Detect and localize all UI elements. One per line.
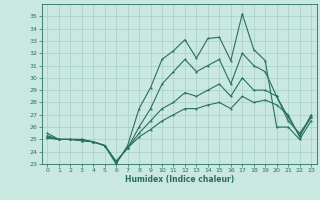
X-axis label: Humidex (Indice chaleur): Humidex (Indice chaleur) <box>124 175 234 184</box>
